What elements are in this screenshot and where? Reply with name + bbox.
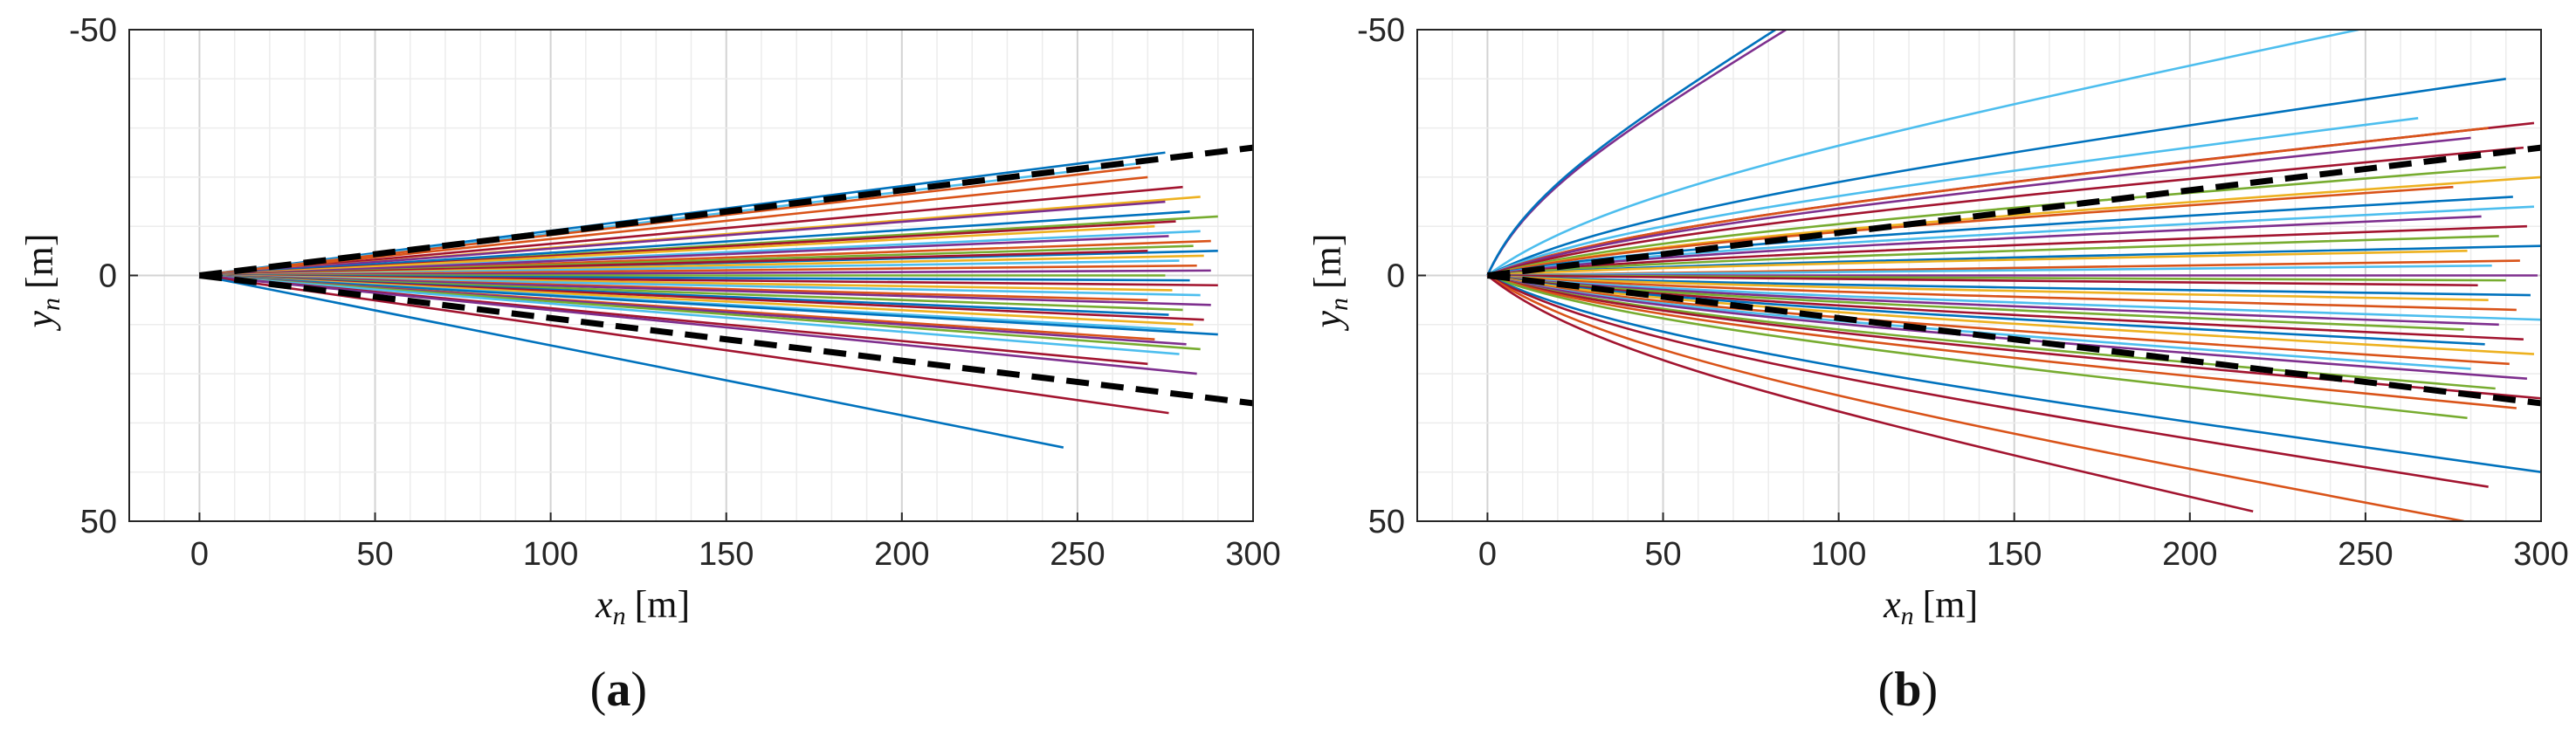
x-tick-label: 300 bbox=[2513, 536, 2568, 573]
y-var-b: y bbox=[1306, 311, 1349, 332]
x-tick-label: 250 bbox=[1050, 536, 1105, 573]
y-tick-label: 50 bbox=[1368, 504, 1405, 540]
x-var-b: x bbox=[1883, 583, 1901, 626]
trajectory-line bbox=[199, 224, 1155, 277]
boundary-lines-b bbox=[1487, 144, 2541, 407]
x-tick-label: 100 bbox=[1811, 536, 1866, 573]
trajectory-line bbox=[1486, 274, 2468, 420]
x-sub-b: n bbox=[1901, 602, 1914, 630]
trajectory-line bbox=[1486, 78, 2506, 277]
boundary-line bbox=[1487, 144, 2541, 279]
trajectory-line bbox=[199, 274, 1218, 336]
x-tick-label: 50 bbox=[1644, 536, 1681, 573]
y-tick-label: -50 bbox=[1357, 12, 1405, 49]
trajectory-line bbox=[1486, 30, 1776, 277]
x-tick-label: 300 bbox=[1225, 536, 1280, 573]
trajectory-line bbox=[1487, 274, 2528, 381]
trajectory-line bbox=[1487, 215, 2482, 277]
y-var-a: y bbox=[18, 311, 61, 332]
y-unit-b: [m] bbox=[1306, 233, 1349, 289]
trajectory-line bbox=[199, 274, 1180, 355]
trajectory-line bbox=[199, 200, 1166, 277]
trajectory-line bbox=[1486, 274, 2541, 473]
panel-label-a: (a) bbox=[590, 663, 647, 717]
trajectory-line bbox=[1486, 136, 2471, 277]
x-tick-label: 200 bbox=[2162, 536, 2217, 573]
y-sub-a: n bbox=[37, 298, 65, 311]
x-axis-label-b: xn [m] bbox=[1883, 583, 1978, 630]
boundary-line bbox=[199, 272, 1253, 407]
y-tick-label: 50 bbox=[80, 504, 117, 540]
panel-label-b: (b) bbox=[1878, 663, 1938, 717]
x-var-a: x bbox=[595, 583, 613, 626]
trajectory-line bbox=[199, 185, 1183, 277]
trajectory-line bbox=[1486, 274, 2489, 488]
trajectory-line bbox=[199, 210, 1190, 277]
trajectory-line bbox=[1487, 224, 2527, 277]
trajectory-line bbox=[199, 274, 1169, 415]
trajectory-line bbox=[1487, 185, 2454, 277]
trajectory-line bbox=[1486, 274, 2254, 513]
trajectory-line bbox=[1487, 235, 2499, 277]
trajectory-line bbox=[1486, 274, 2464, 521]
y-tick-label: 0 bbox=[1387, 258, 1405, 295]
x-tick-label: 50 bbox=[356, 536, 393, 573]
trajectory-line bbox=[199, 274, 1064, 449]
trajectory-line bbox=[1486, 30, 2359, 277]
y-unit-a: [m] bbox=[18, 233, 61, 289]
trajectory-line bbox=[199, 235, 1169, 277]
x-tick-label: 200 bbox=[874, 536, 929, 573]
boundary-line bbox=[1487, 272, 2541, 407]
boundary-lines-a bbox=[199, 144, 1253, 407]
x-tick-label: 150 bbox=[699, 536, 754, 573]
trajectories-b bbox=[1486, 30, 2541, 521]
x-ticks-b: 0 50 100 150 200 250 300 bbox=[1478, 512, 2569, 573]
trajectory-line bbox=[1486, 117, 2419, 277]
y-tick-label: 0 bbox=[99, 258, 117, 295]
trajectory-line bbox=[1487, 274, 2517, 409]
x-unit-b: [m] bbox=[1923, 583, 1979, 626]
trajectory-line bbox=[1487, 274, 2489, 301]
y-ticks-a: -50 0 50 bbox=[69, 12, 138, 540]
boundary-line bbox=[199, 144, 1253, 279]
y-ticks-b: -50 0 50 bbox=[1357, 12, 1426, 540]
x-sub-a: n bbox=[613, 602, 626, 630]
trajectory-line bbox=[1487, 166, 2506, 277]
panel-letter-a: a bbox=[606, 663, 630, 717]
trajectory-line bbox=[1487, 146, 2524, 277]
trajectory-line bbox=[1487, 274, 2517, 312]
trajectory-line bbox=[1487, 196, 2513, 277]
x-tick-label: 100 bbox=[523, 536, 578, 573]
trajectory-line bbox=[199, 274, 1197, 375]
trajectory-line bbox=[1487, 274, 2535, 355]
y-tick-label: -50 bbox=[69, 12, 117, 49]
trajectory-line bbox=[1487, 274, 2541, 400]
x-tick-label: 250 bbox=[2338, 536, 2393, 573]
y-axis-label-a: yn [m] bbox=[18, 233, 65, 331]
x-tick-label: 0 bbox=[190, 536, 209, 573]
panel-letter-b: b bbox=[1894, 663, 1921, 717]
y-sub-b: n bbox=[1325, 298, 1353, 311]
x-axis-label-a: xn [m] bbox=[595, 583, 690, 630]
x-tick-label: 150 bbox=[1987, 536, 2042, 573]
trajectories-a bbox=[199, 151, 1218, 449]
x-ticks-a: 0 50 100 150 200 250 300 bbox=[190, 512, 1281, 573]
y-axis-label-b: yn [m] bbox=[1306, 233, 1353, 331]
x-unit-a: [m] bbox=[635, 583, 691, 626]
x-tick-label: 0 bbox=[1478, 536, 1497, 573]
trajectory-line bbox=[1487, 250, 2468, 277]
